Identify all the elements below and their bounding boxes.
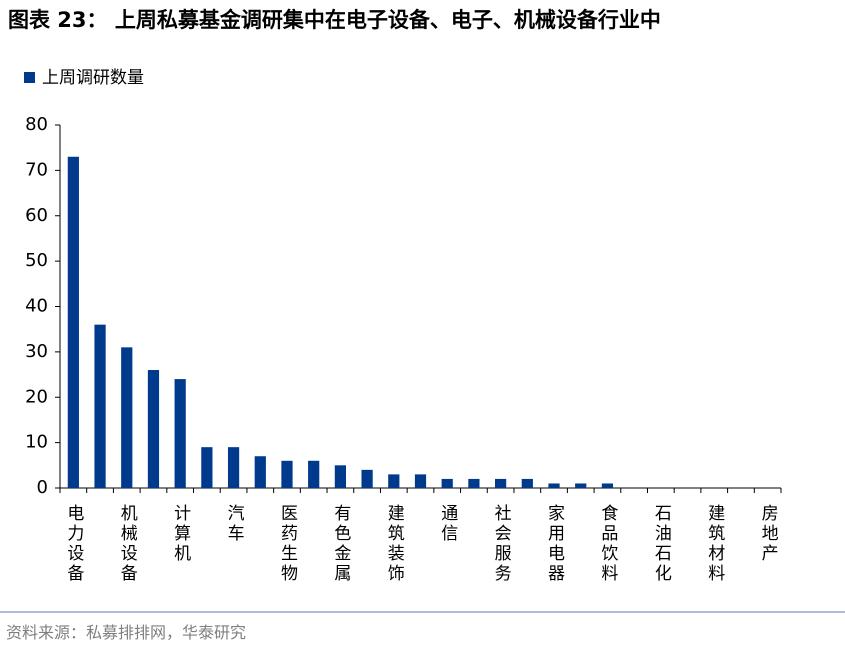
x-tick-label: 石油石化 (651, 504, 672, 584)
x-tick-label: 通信 (437, 504, 458, 544)
y-tick-label: 0 (37, 477, 48, 498)
bar (414, 474, 427, 488)
x-tick-label: 家用电器 (544, 504, 565, 584)
y-tick-label: 60 (25, 205, 48, 226)
source-note: 资料来源：私募排排网，华泰研究 (6, 623, 246, 642)
bar (601, 483, 614, 488)
bar (94, 324, 106, 488)
bar (308, 460, 320, 488)
x-tick-label: 计算机 (170, 504, 191, 564)
bar (468, 478, 480, 488)
bar (201, 447, 213, 488)
bar (388, 474, 400, 488)
x-tick-label: 建筑装饰 (384, 504, 405, 584)
bar (548, 483, 560, 488)
x-tick-label: 食品饮料 (597, 504, 618, 584)
bar (281, 460, 293, 488)
y-tick-label: 50 (25, 250, 48, 271)
bar (147, 370, 160, 488)
bar (441, 478, 453, 488)
x-tick-label: 有色金属 (330, 504, 351, 584)
bar (174, 379, 186, 488)
y-tick-label: 40 (25, 296, 48, 317)
x-tick-label: 电力设备 (63, 504, 84, 584)
bar (121, 347, 133, 488)
y-tick-label: 30 (25, 341, 48, 362)
y-tick-label: 10 (25, 432, 48, 453)
bar (495, 478, 507, 488)
y-tick-label: 20 (25, 386, 48, 407)
y-tick-label: 70 (25, 159, 48, 180)
x-tick-label: 机械设备 (117, 504, 138, 584)
x-tick-label: 社会服务 (491, 504, 512, 584)
bar (227, 447, 240, 488)
x-tick-label: 房地产 (758, 504, 779, 564)
x-tick-label: 医药生物 (277, 504, 298, 584)
bar (67, 156, 79, 488)
chart-title: 图表 23： 上周私募基金调研集中在电子设备、电子、机械设备行业中 (8, 8, 661, 32)
bar (361, 469, 373, 488)
bar (575, 483, 587, 488)
y-tick-label: 80 (25, 114, 48, 135)
bar (521, 478, 533, 488)
x-tick-label: 建筑材料 (704, 504, 725, 584)
bar (254, 456, 266, 488)
bar (334, 465, 346, 488)
legend-swatch (24, 72, 35, 83)
x-tick-label: 汽车 (224, 504, 245, 544)
legend-label: 上周调研数量 (42, 68, 144, 88)
